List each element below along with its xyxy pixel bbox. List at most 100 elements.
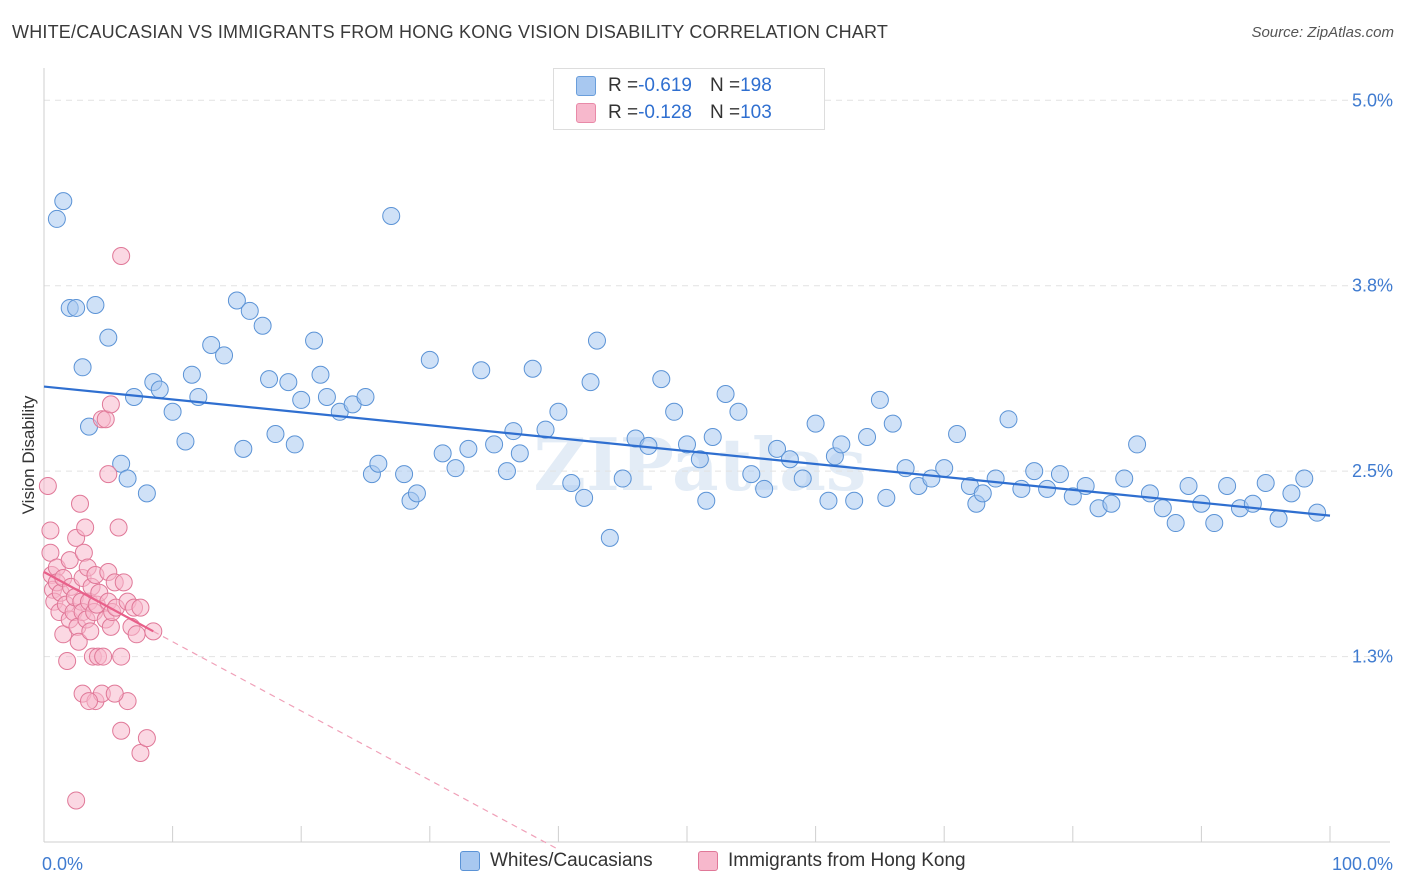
- point-whites: [973, 484, 992, 503]
- point-whites: [845, 491, 864, 510]
- point-whites: [356, 387, 375, 406]
- point-whites: [67, 298, 86, 317]
- chart-title: WHITE/CAUCASIAN VS IMMIGRANTS FROM HONG …: [12, 22, 889, 42]
- point-hongkong: [69, 632, 88, 651]
- stats-swatch-hongkong: [576, 103, 596, 123]
- point-whites: [1256, 473, 1275, 492]
- point-whites: [472, 361, 491, 380]
- point-whites: [47, 209, 66, 228]
- point-hongkong: [94, 647, 113, 666]
- point-whites: [1128, 435, 1147, 454]
- point-whites: [536, 420, 555, 439]
- point-whites: [587, 331, 606, 350]
- point-whites: [285, 435, 304, 454]
- bottom-legend: Whites/Caucasians Immigrants from Hong K…: [0, 850, 1406, 878]
- point-whites: [716, 384, 735, 403]
- x-tick-label: 0.0%: [42, 854, 83, 874]
- point-whites: [581, 373, 600, 392]
- point-whites: [742, 465, 761, 484]
- point-whites: [1282, 484, 1301, 503]
- point-hongkong: [131, 598, 150, 617]
- legend-item-whites[interactable]: Whites/Caucasians: [460, 850, 653, 872]
- point-whites: [112, 454, 131, 473]
- x-tick-label: 100.0%: [1332, 854, 1393, 874]
- stats-row-whites: R = -0.619 N = 198: [576, 75, 772, 97]
- point-whites: [806, 414, 825, 433]
- point-whites: [768, 439, 787, 458]
- point-whites: [948, 425, 967, 444]
- point-whites: [883, 414, 902, 433]
- point-whites: [652, 370, 671, 389]
- point-whites: [562, 473, 581, 492]
- point-hongkong: [112, 247, 131, 266]
- point-whites: [279, 373, 298, 392]
- point-whites: [1179, 476, 1198, 495]
- stats-n-value: 103: [740, 102, 772, 123]
- point-hongkong: [109, 518, 128, 537]
- point-hongkong: [127, 625, 146, 644]
- legend-item-hongkong[interactable]: Immigrants from Hong Kong: [698, 850, 966, 872]
- point-hongkong: [41, 521, 60, 540]
- point-whites: [485, 435, 504, 454]
- point-whites: [1166, 514, 1185, 533]
- point-whites: [780, 450, 799, 469]
- point-whites: [459, 439, 478, 458]
- point-whites: [504, 422, 523, 441]
- point-hongkong: [67, 791, 86, 810]
- point-hongkong: [76, 518, 95, 537]
- point-whites: [523, 359, 542, 378]
- y-tick-label: 2.5%: [1352, 461, 1393, 481]
- point-whites: [1025, 462, 1044, 481]
- point-whites: [1063, 487, 1082, 506]
- point-whites: [266, 425, 285, 444]
- y-tick-label: 5.0%: [1352, 90, 1393, 110]
- point-whites: [755, 479, 774, 498]
- point-hongkong: [41, 543, 60, 562]
- point-whites: [697, 491, 716, 510]
- point-whites: [935, 459, 954, 478]
- stats-r-value: -0.128: [638, 102, 692, 123]
- point-hongkong: [99, 465, 118, 484]
- stats-n-label: N =: [709, 102, 741, 123]
- point-hongkong: [74, 543, 93, 562]
- point-whites: [234, 439, 253, 458]
- point-whites: [163, 402, 182, 421]
- trend-line-whites: [43, 385, 1331, 517]
- point-whites: [690, 450, 709, 469]
- point-hongkong: [137, 729, 156, 748]
- y-tick-label: 3.8%: [1352, 276, 1393, 296]
- point-whites: [877, 488, 896, 507]
- point-whites: [311, 365, 330, 384]
- point-whites: [729, 402, 748, 421]
- legend-label-hongkong: Immigrants from Hong Kong: [728, 850, 966, 871]
- point-whites: [86, 295, 105, 314]
- point-whites: [369, 454, 388, 473]
- point-whites: [305, 331, 324, 350]
- point-whites: [1140, 484, 1159, 503]
- point-hongkong: [58, 652, 77, 671]
- stats-r-value: -0.619: [638, 75, 692, 96]
- point-whites: [420, 350, 439, 369]
- trend-extension-hongkong: [153, 630, 559, 850]
- point-whites: [819, 491, 838, 510]
- point-whites: [182, 365, 201, 384]
- point-hongkong: [131, 743, 150, 762]
- legend-swatch-hongkong: [698, 851, 718, 871]
- point-whites: [613, 469, 632, 488]
- point-whites: [118, 469, 137, 488]
- point-whites: [665, 402, 684, 421]
- point-whites: [1243, 494, 1262, 513]
- point-whites: [497, 462, 516, 481]
- point-hongkong: [105, 684, 124, 703]
- point-whites: [1050, 465, 1069, 484]
- point-whites: [870, 390, 889, 409]
- point-whites: [54, 192, 73, 211]
- point-whites: [1102, 494, 1121, 513]
- point-hongkong: [101, 395, 120, 414]
- point-whites: [395, 465, 414, 484]
- point-whites: [1153, 499, 1172, 518]
- point-whites: [150, 380, 169, 399]
- point-whites: [260, 370, 279, 389]
- point-hongkong: [114, 573, 133, 592]
- chart-source: Source: ZipAtlas.com: [1251, 24, 1394, 41]
